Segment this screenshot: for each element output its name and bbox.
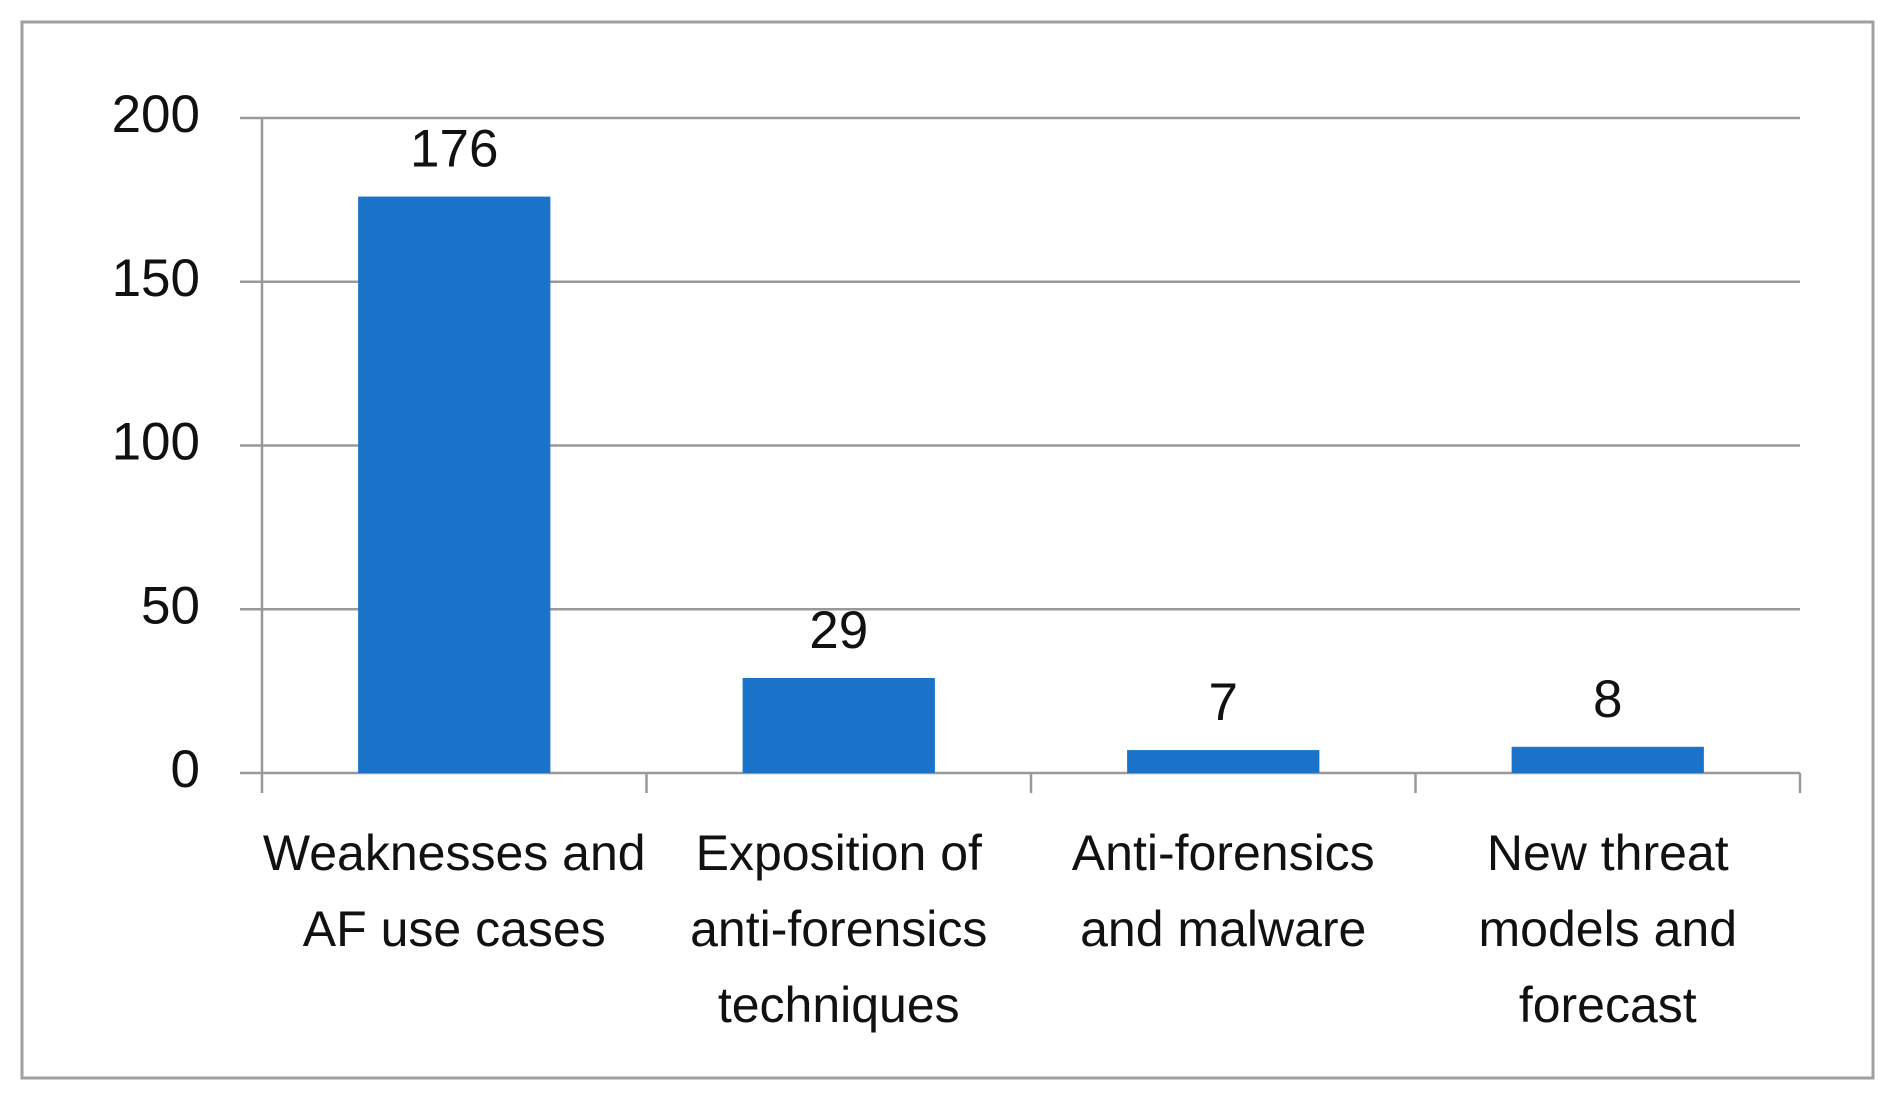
x-tick-label: Anti-forensics and malware <box>1071 825 1375 957</box>
value-label: 29 <box>809 601 868 660</box>
bar <box>1127 750 1320 773</box>
y-tick-label: 200 <box>112 85 200 144</box>
value-label: 8 <box>1593 670 1622 729</box>
bar <box>742 678 935 773</box>
x-tick-label: Exposition of anti-forensics techniques <box>690 825 988 1033</box>
x-tick-label: Weaknesses and AF use cases <box>262 825 646 957</box>
x-tick-label: New threat models and forecast <box>1478 825 1738 1033</box>
bar <box>358 196 551 774</box>
y-tick-label: 50 <box>141 576 200 635</box>
y-tick-label: 0 <box>171 740 200 799</box>
y-tick-label: 150 <box>112 249 200 308</box>
value-label: 7 <box>1209 673 1238 732</box>
bar <box>1511 746 1704 773</box>
chart-frame <box>20 20 1875 1080</box>
value-label: 176 <box>410 120 498 179</box>
y-tick-label: 100 <box>112 413 200 472</box>
